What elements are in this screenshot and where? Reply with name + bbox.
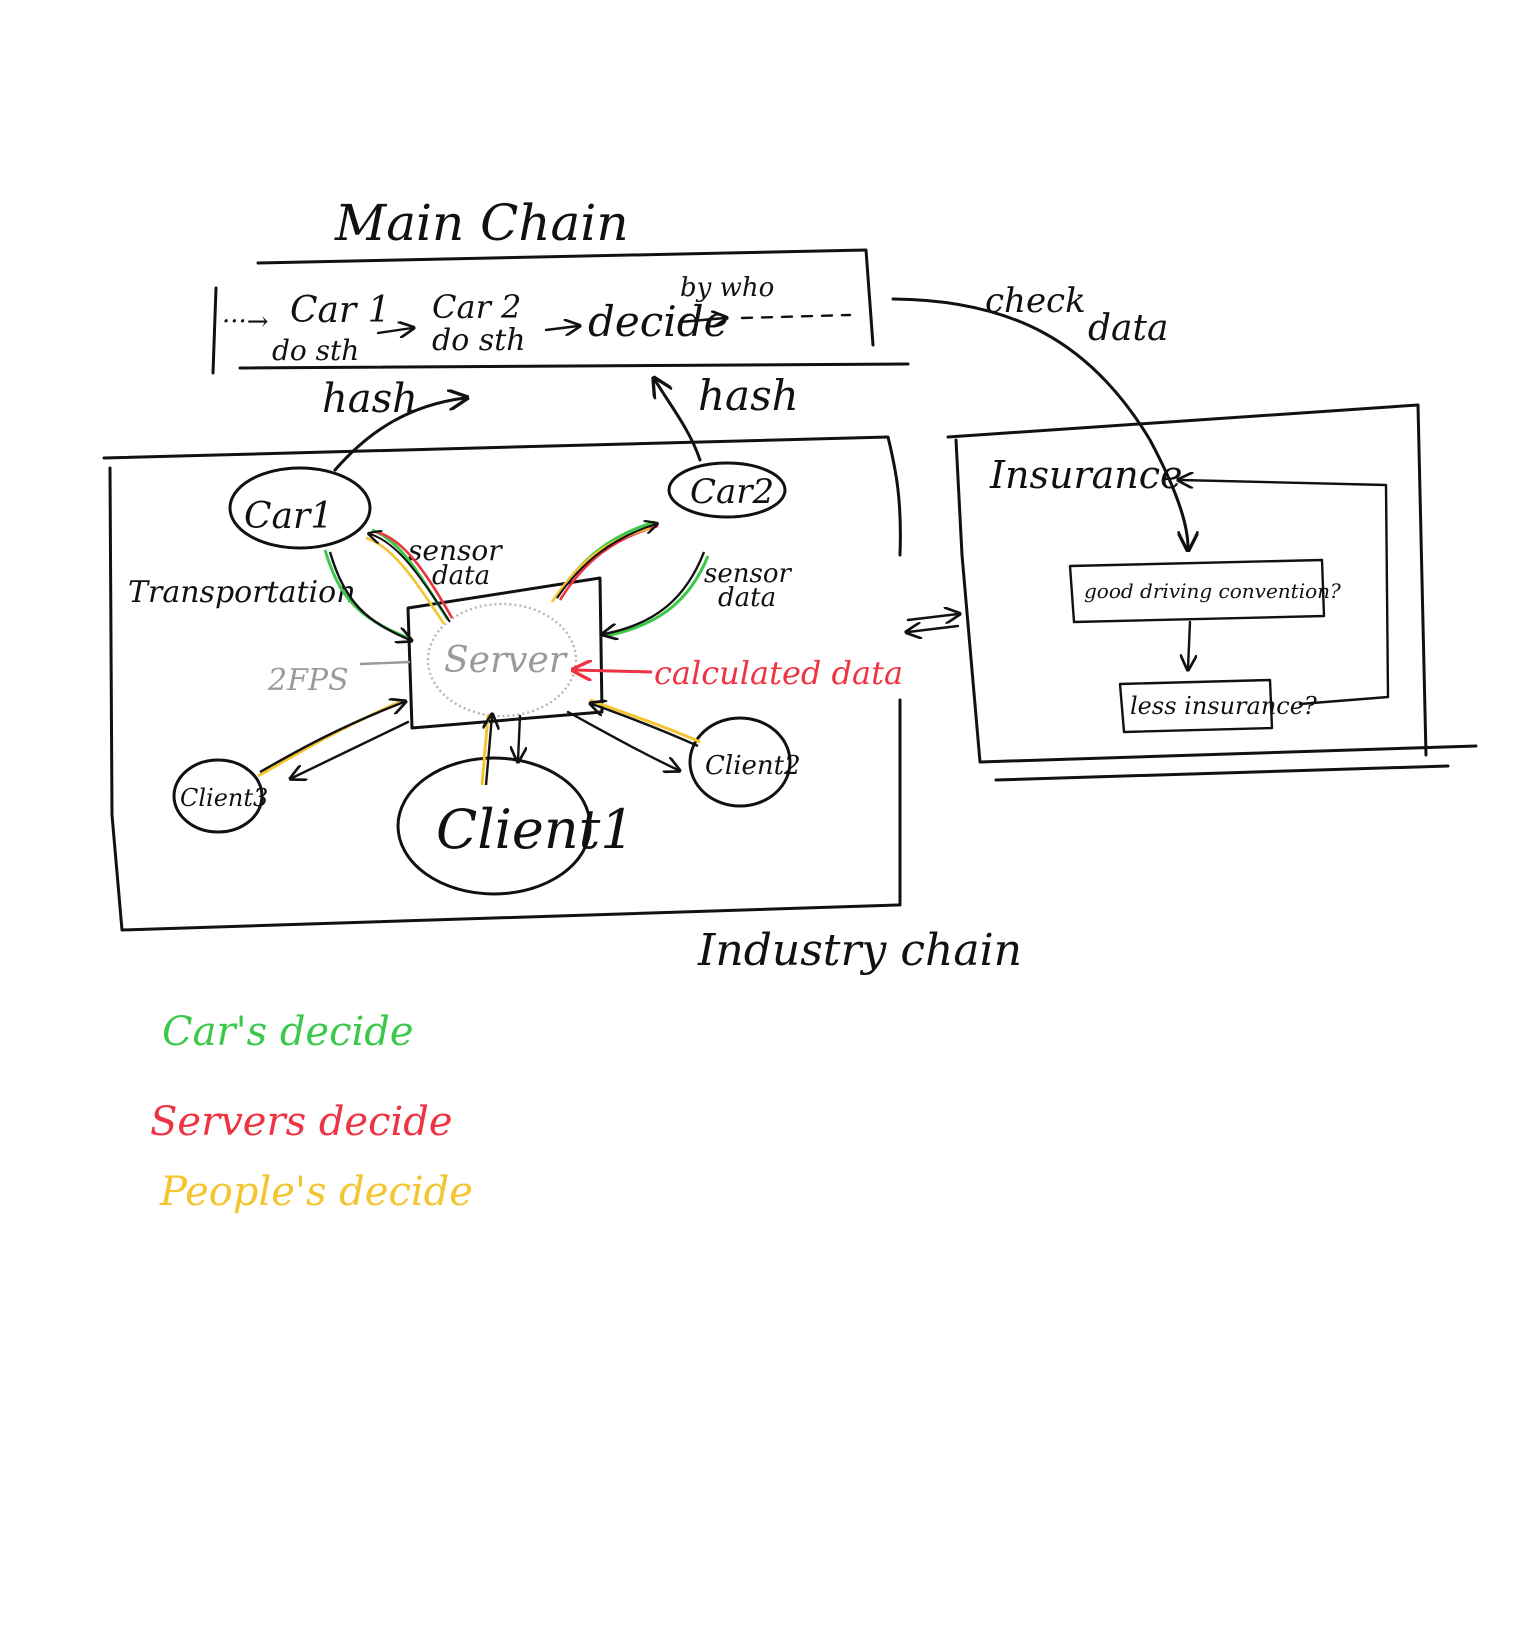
- question-box-driving: good driving convention?: [1068, 558, 1341, 624]
- car1-server-flows: [323, 528, 454, 640]
- chain-continuation-dashes: [740, 313, 852, 320]
- sensor-data-right-line2: data: [718, 583, 776, 613]
- chain-start-marker: ···→: [222, 307, 269, 337]
- fps-label: 2FPS: [267, 663, 349, 698]
- legend-cars-decide: Car's decide: [162, 1009, 414, 1055]
- sensor-data-left-line2: data: [432, 561, 490, 591]
- client3-label: Client3: [180, 784, 268, 812]
- check-data-arrow: [891, 297, 1188, 548]
- legend-peoples-decide: People's decide: [159, 1169, 473, 1215]
- client2-node: Client2: [566, 698, 801, 808]
- legend-servers-decide: Servers decide: [150, 1099, 453, 1145]
- insurance: Insurance good driving convention? less …: [946, 403, 1478, 782]
- chain-car1-label: Car 1: [290, 290, 391, 331]
- insurance-flow-arrow: [1188, 620, 1190, 668]
- client3-node: Client3: [172, 700, 408, 834]
- server-label: Server: [444, 640, 568, 681]
- client2-label: Client2: [705, 751, 801, 781]
- data-label: data: [1088, 308, 1168, 349]
- hash-arrow-car1: [333, 398, 465, 472]
- fps-connector: [359, 660, 411, 666]
- chain-decide-label: decide: [588, 297, 728, 346]
- hash-right-label: hash: [698, 371, 799, 420]
- client1-label: Client1: [436, 798, 635, 861]
- main-chain: Main Chain ···→ Car 1 do sth Car 2 do st…: [211, 194, 910, 472]
- legend: Car's decide Servers decide People's dec…: [150, 1009, 473, 1215]
- client1-node: Client1: [396, 715, 635, 896]
- industry-chain-frame: [102, 435, 902, 932]
- hash-left-label: hash: [322, 376, 418, 422]
- car1-label: Car1: [244, 496, 333, 537]
- check-data-link: check data: [891, 281, 1188, 548]
- car1-node: Car1: [228, 466, 372, 550]
- calculated-data-label: calculated data: [654, 654, 903, 692]
- chain-car2-action: do sth: [432, 323, 526, 358]
- car2-server-flows: [550, 522, 710, 636]
- sensor-data-right-line1: sensor: [704, 559, 792, 589]
- question-box-insurance: less insurance?: [1118, 678, 1317, 734]
- industry-chain: Industry chain Transportation Car1 Car2 …: [102, 435, 1022, 976]
- car2-label: Car2: [690, 472, 774, 512]
- server-node: Server: [406, 576, 604, 730]
- industry-chain-title: Industry chain: [697, 925, 1022, 976]
- main-chain-frame: [211, 248, 910, 375]
- chain-car1-action: do sth: [272, 334, 359, 367]
- hash-arrow-car2: [655, 380, 702, 462]
- insurance-feedback-loop: [1180, 480, 1390, 706]
- industry-insurance-link: [908, 614, 958, 632]
- question-driving-label: good driving convention?: [1084, 579, 1341, 603]
- chain-arrow-2: [544, 326, 578, 330]
- calculated-data-arrow: [575, 670, 653, 672]
- car2-node: Car2: [667, 461, 787, 519]
- sensor-data-left-line1: sensor: [408, 534, 503, 567]
- transportation-label: Transportation: [128, 575, 356, 610]
- chain-arrow-1: [376, 328, 412, 333]
- insurance-title: Insurance: [989, 453, 1183, 497]
- question-insurance-label: less insurance?: [1130, 692, 1317, 720]
- insurance-frame: [946, 403, 1478, 782]
- main-chain-title: Main Chain: [334, 194, 629, 252]
- chain-arrow-3: [678, 318, 725, 322]
- chain-car2-label: Car 2: [432, 288, 521, 326]
- chain-by-who-label: by who: [680, 273, 774, 303]
